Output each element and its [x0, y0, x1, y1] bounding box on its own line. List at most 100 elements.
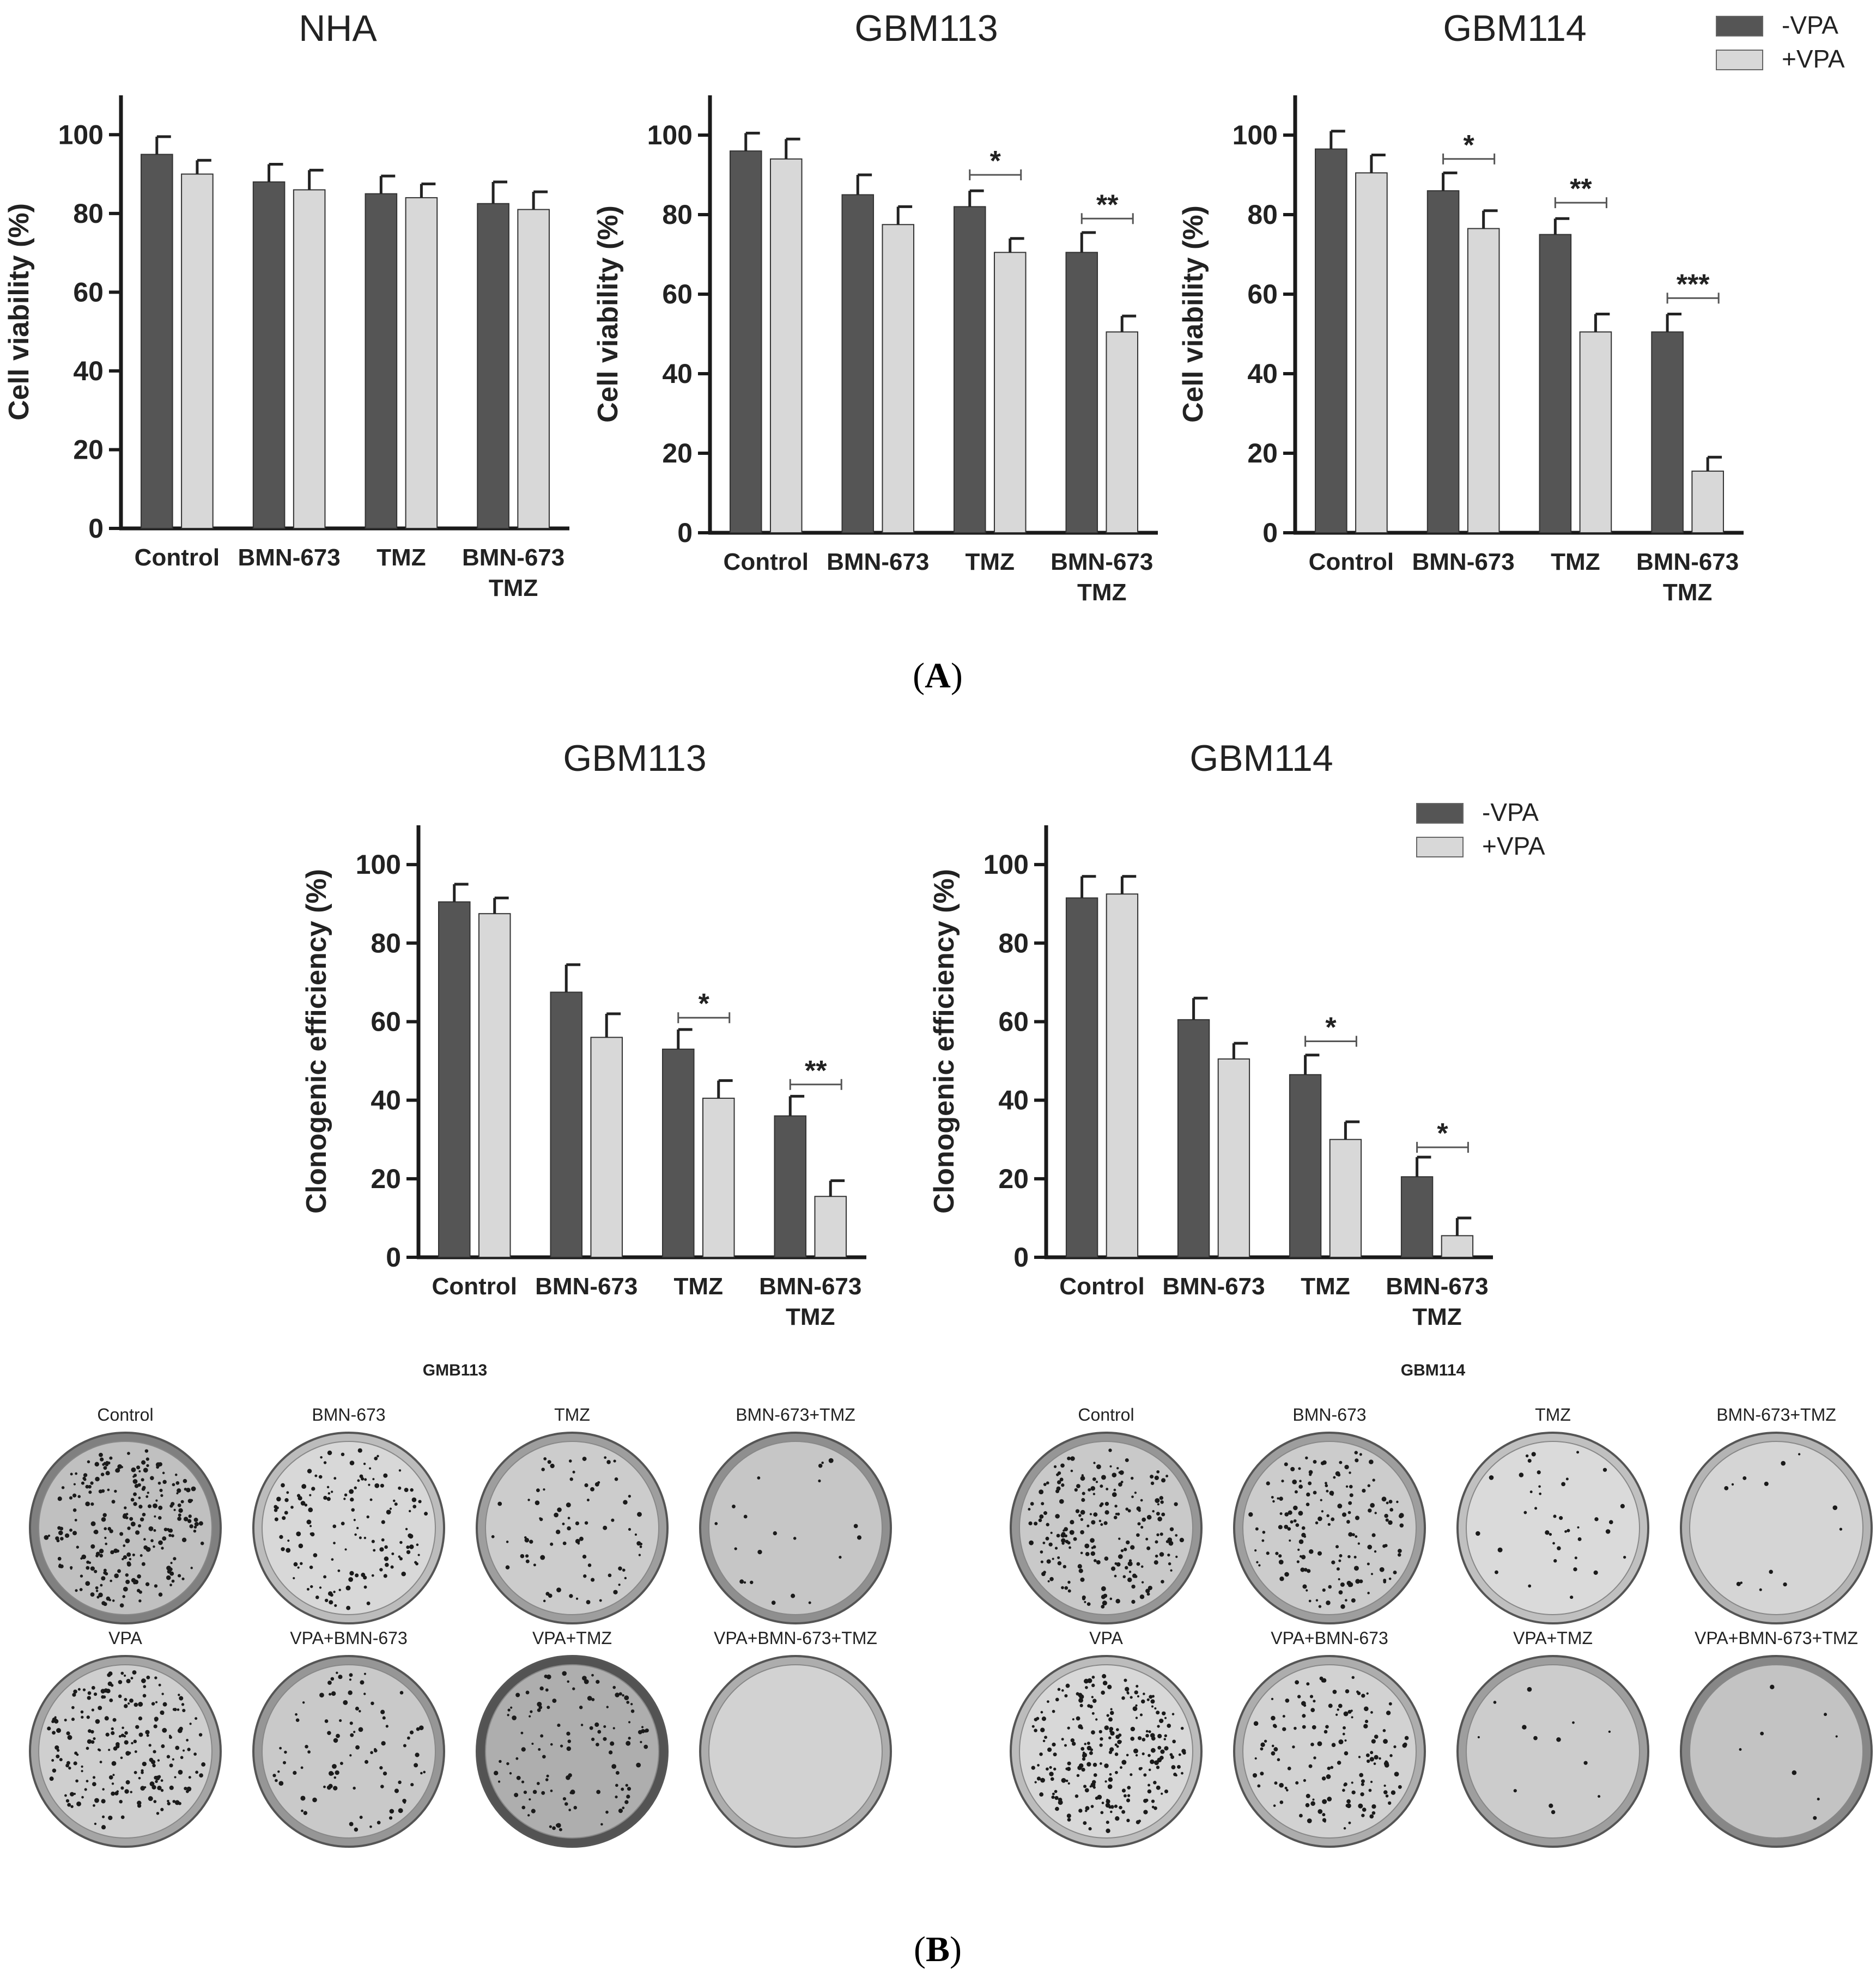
- colony-dot: [118, 1679, 123, 1684]
- colony-dot: [153, 1503, 157, 1508]
- colony-dot: [110, 1550, 114, 1555]
- colony-dot: [1090, 1805, 1094, 1808]
- colony-dot: [1369, 1757, 1374, 1762]
- colony-dot: [1159, 1718, 1164, 1724]
- y-tick-label: 100: [58, 119, 104, 150]
- colony-dot: [1104, 1725, 1109, 1730]
- colony-dot: [1126, 1754, 1129, 1757]
- colony-plate: TMZ: [476, 1405, 669, 1624]
- colony-dot: [1368, 1788, 1372, 1792]
- colony-dot: [301, 1484, 307, 1489]
- colony-dot: [1042, 1739, 1046, 1743]
- colony-dot: [338, 1675, 343, 1679]
- colony-dot: [1061, 1538, 1066, 1543]
- colony-dot: [111, 1731, 115, 1736]
- colony-dot: [1087, 1678, 1092, 1683]
- colony-dot: [1146, 1592, 1150, 1596]
- colony-dot: [1078, 1697, 1084, 1703]
- colony-dot: [112, 1774, 115, 1776]
- colony-dot: [1046, 1559, 1051, 1564]
- colony-dot: [1351, 1781, 1353, 1784]
- colony-dot: [1327, 1797, 1332, 1801]
- colony-dot: [793, 1537, 797, 1540]
- colony-dot: [1110, 1708, 1113, 1711]
- colony-dot: [743, 1581, 746, 1584]
- colony-dot: [579, 1706, 583, 1709]
- colony-dot: [99, 1554, 104, 1558]
- colony-dot: [1136, 1820, 1140, 1824]
- colony-dot: [81, 1765, 83, 1768]
- colony-dot: [1095, 1718, 1098, 1721]
- colony-dot: [1115, 1816, 1120, 1821]
- colony-dot: [1393, 1745, 1397, 1749]
- colony-dot: [177, 1708, 180, 1711]
- bar-plus-vpa-3: [1329, 1139, 1362, 1258]
- colony-dot: [1369, 1814, 1374, 1819]
- colony-dot: [1367, 1544, 1373, 1550]
- colony-dot: [1366, 1759, 1370, 1763]
- colony-dot: [87, 1460, 90, 1464]
- colony-dot: [366, 1601, 371, 1605]
- colony-dot: [124, 1731, 128, 1735]
- colony-dot: [567, 1739, 572, 1743]
- colony-dot: [1133, 1748, 1138, 1754]
- colony-dot: [52, 1731, 56, 1735]
- colony-dot: [1161, 1580, 1164, 1584]
- colony-dot: [548, 1593, 553, 1598]
- colony-dot: [324, 1719, 329, 1723]
- colony-dot: [1152, 1510, 1155, 1513]
- colony-dot: [1355, 1515, 1360, 1520]
- colony-dot: [1113, 1515, 1118, 1520]
- colony-dot: [177, 1488, 181, 1493]
- colony-dot: [608, 1750, 613, 1755]
- colony-dot: [361, 1573, 366, 1577]
- colony-dot: [47, 1535, 51, 1537]
- colony-dot: [1160, 1500, 1164, 1504]
- colony-dot: [118, 1694, 122, 1699]
- colony-dot: [1178, 1753, 1181, 1756]
- x-tick-label: TMZ: [674, 1273, 723, 1300]
- colony-dot: [1157, 1745, 1162, 1750]
- colony-dot: [541, 1791, 545, 1795]
- colony-dot: [1136, 1562, 1140, 1566]
- colony-dot: [138, 1524, 142, 1528]
- colony-dot: [343, 1498, 346, 1500]
- colony-dot: [539, 1686, 544, 1691]
- colony-dot: [596, 1790, 601, 1794]
- colony-dot: [1382, 1544, 1386, 1548]
- colony-dot: [1061, 1483, 1065, 1487]
- colony-dot: [494, 1770, 499, 1775]
- colony-dot: [1381, 1496, 1387, 1502]
- colony-dot: [1477, 1736, 1480, 1739]
- colony-dot: [1367, 1592, 1370, 1594]
- colony-dot: [329, 1693, 332, 1696]
- significance-label: *: [990, 145, 1001, 177]
- colony-dot: [143, 1538, 146, 1541]
- colony-dot: [348, 1690, 353, 1695]
- colony-dot: [1743, 1476, 1747, 1480]
- x-tick-label: TMZ: [1663, 579, 1712, 606]
- colony-dot: [1288, 1510, 1292, 1515]
- colony-dot: [344, 1493, 348, 1496]
- colony-dot: [153, 1529, 156, 1532]
- colony-dot: [93, 1692, 98, 1696]
- colony-dot: [1081, 1498, 1085, 1502]
- colony-dot: [1116, 1466, 1119, 1470]
- colony-dot: [95, 1590, 99, 1592]
- colony-dot: [606, 1460, 611, 1464]
- colony-dot: [1137, 1695, 1140, 1698]
- colony-dot: [346, 1605, 351, 1610]
- colony-dot: [1102, 1600, 1107, 1606]
- colony-dot: [1126, 1818, 1130, 1823]
- colony-dot: [554, 1512, 558, 1518]
- colony-dot: [111, 1500, 116, 1504]
- colony-plate: BMN-673+TMZ: [699, 1405, 892, 1624]
- colony-dot: [177, 1574, 181, 1578]
- colony-dot: [1070, 1469, 1073, 1472]
- x-tick-label: BMN-673: [1051, 549, 1153, 575]
- colony-dot: [129, 1517, 133, 1521]
- colony-dot: [1086, 1524, 1090, 1527]
- colony-dot: [527, 1814, 530, 1817]
- colony-dot: [1308, 1599, 1312, 1603]
